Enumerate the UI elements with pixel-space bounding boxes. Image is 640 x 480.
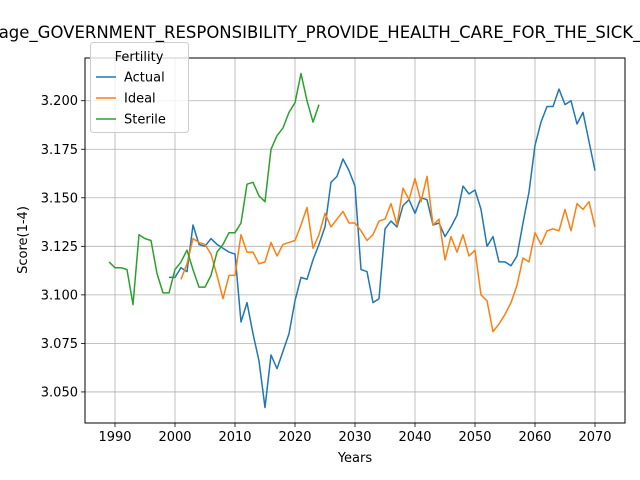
x-tick-label: 2040 xyxy=(398,430,431,445)
x-tick-label: 2050 xyxy=(458,430,491,445)
x-axis-label: Years xyxy=(337,451,373,466)
y-axis-label: Score(1-4) xyxy=(16,206,31,274)
legend-box xyxy=(90,42,189,133)
x-tick-label: 2070 xyxy=(578,430,611,445)
y-tick-label: 3.175 xyxy=(41,143,78,158)
y-tick-label: 3.125 xyxy=(41,240,78,255)
x-tick-label: 2000 xyxy=(158,430,191,445)
legend-label-sterile: Sterile xyxy=(124,113,166,128)
x-tick-label: 2020 xyxy=(278,430,311,445)
series-line-ideal xyxy=(180,175,596,333)
x-axis-ticks: 1990 2000 2010 2020 2030 2040 2050 2060 2070 xyxy=(98,423,612,445)
y-tick-label: 3.150 xyxy=(41,191,78,206)
legend-title: Fertility xyxy=(115,50,164,65)
series-line-sterile xyxy=(108,72,320,306)
chart-title: age_GOVERNMENT_RESPONSIBILITY_PROVIDE_HE… xyxy=(0,23,640,43)
y-tick-label: 3.075 xyxy=(41,337,78,352)
x-tick-label: 2010 xyxy=(218,430,251,445)
grid-lines xyxy=(85,58,625,423)
legend-label-ideal: Ideal xyxy=(124,92,156,107)
y-tick-label: 3.050 xyxy=(41,385,78,400)
x-tick-label: 1990 xyxy=(98,430,131,445)
y-tick-label: 3.100 xyxy=(41,288,78,303)
x-tick-label: 2060 xyxy=(518,430,551,445)
legend: Fertility Actual Ideal Sterile xyxy=(90,42,189,133)
legend-label-actual: Actual xyxy=(124,71,165,86)
y-axis-ticks: 3.050 3.075 3.100 3.125 3.150 3.175 3.200 xyxy=(41,94,85,400)
series-line-actual xyxy=(169,88,596,409)
x-tick-label: 2030 xyxy=(338,430,371,445)
y-tick-label: 3.200 xyxy=(41,94,78,109)
series-lines xyxy=(108,72,596,409)
